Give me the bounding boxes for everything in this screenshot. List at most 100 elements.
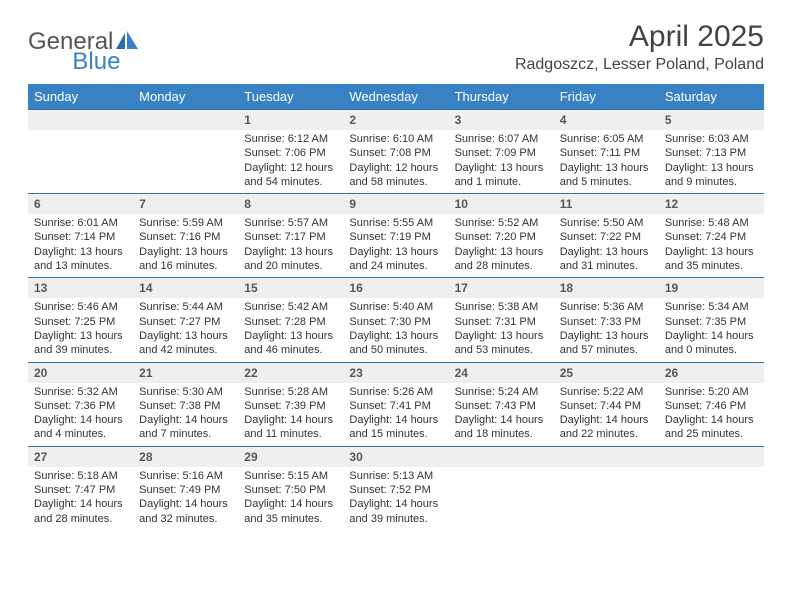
daylight-text: Daylight: 14 hours and 32 minutes.: [139, 497, 232, 526]
weekday-header: Wednesday: [343, 84, 448, 110]
day-number: 13: [28, 278, 133, 298]
sunset-text: Sunset: 7:08 PM: [349, 146, 442, 160]
calendar-day-cell: 15Sunrise: 5:42 AMSunset: 7:28 PMDayligh…: [238, 278, 343, 362]
sunset-text: Sunset: 7:50 PM: [244, 483, 337, 497]
calendar-day-cell: 12Sunrise: 5:48 AMSunset: 7:24 PMDayligh…: [659, 194, 764, 278]
day-details: Sunrise: 5:22 AMSunset: 7:44 PMDaylight:…: [554, 383, 659, 446]
sunrise-text: Sunrise: 5:50 AM: [560, 216, 653, 230]
daylight-text: Daylight: 14 hours and 18 minutes.: [455, 413, 548, 442]
logo: General Blue: [28, 20, 190, 56]
daylight-text: Daylight: 13 hours and 16 minutes.: [139, 245, 232, 274]
day-number: 27: [28, 447, 133, 467]
sunset-text: Sunset: 7:16 PM: [139, 230, 232, 244]
sunrise-text: Sunrise: 5:24 AM: [455, 385, 548, 399]
day-number: 12: [659, 194, 764, 214]
day-details: Sunrise: 5:32 AMSunset: 7:36 PMDaylight:…: [28, 383, 133, 446]
day-number: 4: [554, 110, 659, 130]
weekday-header-row: Sunday Monday Tuesday Wednesday Thursday…: [28, 84, 764, 110]
daylight-text: Daylight: 14 hours and 4 minutes.: [34, 413, 127, 442]
daylight-text: Daylight: 13 hours and 5 minutes.: [560, 161, 653, 190]
calendar-day-cell: 18Sunrise: 5:36 AMSunset: 7:33 PMDayligh…: [554, 278, 659, 362]
day-details: Sunrise: 6:05 AMSunset: 7:11 PMDaylight:…: [554, 130, 659, 193]
day-details: Sunrise: 5:28 AMSunset: 7:39 PMDaylight:…: [238, 383, 343, 446]
day-details: Sunrise: 5:55 AMSunset: 7:19 PMDaylight:…: [343, 214, 448, 277]
daylight-text: Daylight: 14 hours and 25 minutes.: [665, 413, 758, 442]
weekday-header: Saturday: [659, 84, 764, 110]
calendar-day-cell: 8Sunrise: 5:57 AMSunset: 7:17 PMDaylight…: [238, 194, 343, 278]
day-number: 5: [659, 110, 764, 130]
daylight-text: Daylight: 13 hours and 31 minutes.: [560, 245, 653, 274]
day-details: Sunrise: 6:01 AMSunset: 7:14 PMDaylight:…: [28, 214, 133, 277]
day-details: Sunrise: 5:20 AMSunset: 7:46 PMDaylight:…: [659, 383, 764, 446]
sunrise-text: Sunrise: 5:22 AM: [560, 385, 653, 399]
calendar-day-cell: [659, 446, 764, 530]
day-number: 26: [659, 363, 764, 383]
sunset-text: Sunset: 7:20 PM: [455, 230, 548, 244]
sunrise-text: Sunrise: 5:46 AM: [34, 300, 127, 314]
calendar-day-cell: 17Sunrise: 5:38 AMSunset: 7:31 PMDayligh…: [449, 278, 554, 362]
calendar-day-cell: 7Sunrise: 5:59 AMSunset: 7:16 PMDaylight…: [133, 194, 238, 278]
day-details: Sunrise: 5:44 AMSunset: 7:27 PMDaylight:…: [133, 298, 238, 361]
sunset-text: Sunset: 7:41 PM: [349, 399, 442, 413]
calendar-day-cell: 14Sunrise: 5:44 AMSunset: 7:27 PMDayligh…: [133, 278, 238, 362]
calendar-day-cell: 20Sunrise: 5:32 AMSunset: 7:36 PMDayligh…: [28, 362, 133, 446]
sunset-text: Sunset: 7:31 PM: [455, 315, 548, 329]
day-number: 3: [449, 110, 554, 130]
calendar-day-cell: [133, 110, 238, 194]
day-number: 1: [238, 110, 343, 130]
daylight-text: Daylight: 13 hours and 13 minutes.: [34, 245, 127, 274]
sunrise-text: Sunrise: 5:38 AM: [455, 300, 548, 314]
day-details: Sunrise: 5:46 AMSunset: 7:25 PMDaylight:…: [28, 298, 133, 361]
sunrise-text: Sunrise: 6:10 AM: [349, 132, 442, 146]
sunrise-text: Sunrise: 5:16 AM: [139, 469, 232, 483]
sunset-text: Sunset: 7:17 PM: [244, 230, 337, 244]
day-number: 19: [659, 278, 764, 298]
day-number: 17: [449, 278, 554, 298]
sunrise-text: Sunrise: 5:18 AM: [34, 469, 127, 483]
sunset-text: Sunset: 7:25 PM: [34, 315, 127, 329]
calendar-day-cell: 21Sunrise: 5:30 AMSunset: 7:38 PMDayligh…: [133, 362, 238, 446]
sunset-text: Sunset: 7:22 PM: [560, 230, 653, 244]
daylight-text: Daylight: 14 hours and 11 minutes.: [244, 413, 337, 442]
day-details: Sunrise: 5:48 AMSunset: 7:24 PMDaylight:…: [659, 214, 764, 277]
day-number: 28: [133, 447, 238, 467]
day-number: 21: [133, 363, 238, 383]
header: General Blue April 2025 Radgoszcz, Lesse…: [28, 20, 764, 74]
daylight-text: Daylight: 13 hours and 24 minutes.: [349, 245, 442, 274]
calendar-day-cell: 11 Sunrise: 5:50 AMSunset: 7:22 PMDayligh…: [554, 194, 659, 278]
sunrise-text: Sunrise: 5:32 AM: [34, 385, 127, 399]
day-details: Sunrise: 5:42 AMSunset: 7:28 PMDaylight:…: [238, 298, 343, 361]
day-number: 9: [343, 194, 448, 214]
day-details: Sunrise: 5:15 AMSunset: 7:50 PMDaylight:…: [238, 467, 343, 530]
sunrise-text: Sunrise: 5:42 AM: [244, 300, 337, 314]
daylight-text: Daylight: 14 hours and 0 minutes.: [665, 329, 758, 358]
daylight-text: Daylight: 13 hours and 46 minutes.: [244, 329, 337, 358]
sunrise-text: Sunrise: 5:28 AM: [244, 385, 337, 399]
calendar-week-row: 6Sunrise: 6:01 AMSunset: 7:14 PMDaylight…: [28, 194, 764, 278]
sunset-text: Sunset: 7:49 PM: [139, 483, 232, 497]
day-details: Sunrise: 5:40 AMSunset: 7:30 PMDaylight:…: [343, 298, 448, 361]
sunrise-text: Sunrise: 5:34 AM: [665, 300, 758, 314]
day-number: 16: [343, 278, 448, 298]
day-details: Sunrise: 5:59 AMSunset: 7:16 PMDaylight:…: [133, 214, 238, 277]
location-text: Radgoszcz, Lesser Poland, Poland: [515, 56, 764, 74]
sunset-text: Sunset: 7:33 PM: [560, 315, 653, 329]
day-number: 11: [554, 194, 659, 214]
daylight-text: Daylight: 14 hours and 28 minutes.: [34, 497, 127, 526]
weekday-header: Thursday: [449, 84, 554, 110]
sunrise-text: Sunrise: 5:26 AM: [349, 385, 442, 399]
day-details: Sunrise: 5:30 AMSunset: 7:38 PMDaylight:…: [133, 383, 238, 446]
day-details: Sunrise: 5:36 AMSunset: 7:33 PMDaylight:…: [554, 298, 659, 361]
calendar-day-cell: 2Sunrise: 6:10 AMSunset: 7:08 PMDaylight…: [343, 110, 448, 194]
day-number: 8: [238, 194, 343, 214]
calendar-day-cell: 16Sunrise: 5:40 AMSunset: 7:30 PMDayligh…: [343, 278, 448, 362]
daylight-text: Daylight: 14 hours and 7 minutes.: [139, 413, 232, 442]
daylight-text: Daylight: 12 hours and 54 minutes.: [244, 161, 337, 190]
day-details: Sunrise: 5:26 AMSunset: 7:41 PMDaylight:…: [343, 383, 448, 446]
weekday-header: Monday: [133, 84, 238, 110]
calendar-day-cell: 29Sunrise: 5:15 AMSunset: 7:50 PMDayligh…: [238, 446, 343, 530]
sunset-text: Sunset: 7:35 PM: [665, 315, 758, 329]
calendar-day-cell: [554, 446, 659, 530]
calendar-week-row: 27Sunrise: 5:18 AMSunset: 7:47 PMDayligh…: [28, 446, 764, 530]
sunset-text: Sunset: 7:36 PM: [34, 399, 127, 413]
